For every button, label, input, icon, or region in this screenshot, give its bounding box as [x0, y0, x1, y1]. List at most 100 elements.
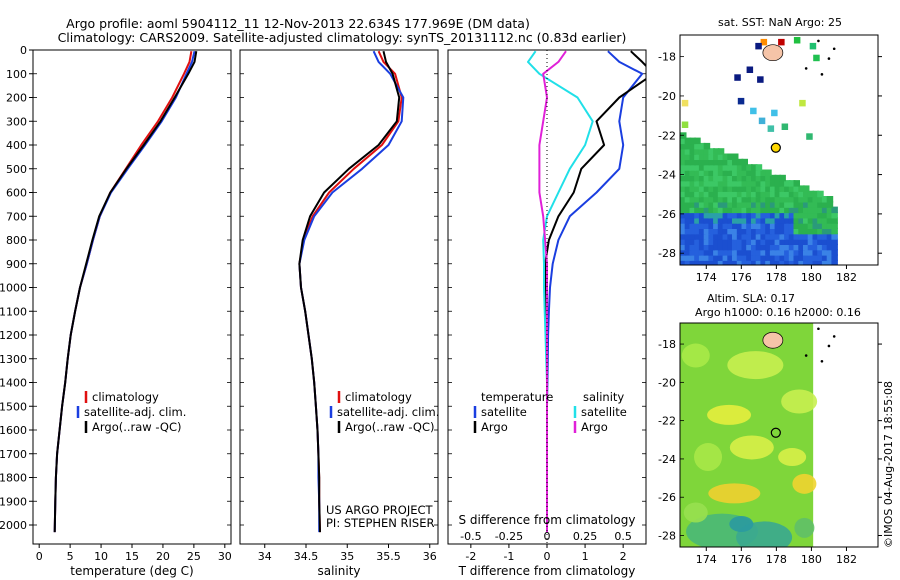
x-tick-label: -1 — [503, 550, 514, 563]
sst-cell — [713, 233, 720, 240]
sst-cell — [769, 201, 777, 208]
sst-cell — [826, 222, 834, 229]
islet-marker — [827, 344, 831, 348]
sst-cell — [821, 196, 829, 203]
sst-cell — [717, 148, 725, 155]
sst-cell — [788, 180, 796, 187]
sst-cell — [817, 233, 824, 240]
sst-cell — [713, 243, 720, 251]
sst-cell — [755, 185, 763, 192]
sst-cell — [694, 233, 701, 240]
sst-cell — [741, 185, 748, 192]
sst-cell — [698, 180, 706, 187]
y-tick-label: 600 — [6, 187, 27, 200]
sst-cell — [732, 206, 739, 214]
sst-cell — [812, 238, 819, 245]
sst-cell — [694, 137, 701, 145]
sst-cell — [746, 233, 753, 240]
sst-cell — [736, 243, 744, 251]
sst-cell — [751, 185, 758, 192]
sst-cell — [680, 243, 687, 251]
sst-cell — [760, 259, 767, 265]
islet-marker — [804, 354, 808, 357]
sst-cell — [826, 201, 834, 208]
sst-cell — [694, 238, 701, 245]
sst-cell — [680, 206, 687, 214]
sst-cell — [751, 249, 758, 256]
sst-cell — [760, 174, 767, 182]
sst-cell — [812, 222, 819, 229]
sst-cell — [689, 174, 696, 182]
sst-cell — [708, 206, 715, 214]
sst-cell — [722, 249, 730, 256]
sst-cell — [765, 243, 772, 251]
sst-cell — [788, 190, 796, 198]
sst-cell — [788, 259, 796, 265]
sst-cell — [717, 190, 725, 198]
sst-cell — [784, 227, 791, 235]
sst-cell — [821, 222, 829, 229]
sst-cell — [812, 190, 819, 198]
sst-cell — [680, 164, 687, 171]
sst-cell — [826, 249, 834, 256]
sst-cell — [680, 222, 687, 229]
sst-cell — [727, 249, 734, 256]
sst-cell — [774, 190, 782, 198]
sst-cell — [751, 233, 758, 240]
sst-cell — [703, 174, 711, 182]
sst-cell — [732, 169, 739, 176]
sst-cell — [755, 217, 763, 224]
sst-cell — [708, 254, 715, 261]
sst-cell — [722, 206, 730, 214]
sst-cell — [680, 233, 687, 240]
sst-cell — [736, 185, 744, 192]
sst-cell — [803, 233, 810, 240]
x-tick-label: 30 — [218, 550, 232, 563]
sst-cell — [727, 217, 734, 224]
sst-cell — [784, 238, 791, 245]
sst-cell — [751, 180, 758, 187]
sst-cell — [741, 259, 748, 265]
sst-cell — [760, 243, 767, 251]
sst-cell — [746, 243, 753, 251]
sst-cell — [774, 180, 782, 187]
sst-cell — [703, 169, 711, 176]
sst-cell — [727, 211, 734, 219]
sst-cell — [798, 227, 805, 235]
sst-cell — [694, 243, 701, 251]
sst-cell — [736, 180, 744, 187]
sst-cell — [755, 196, 763, 203]
sst-cell — [698, 190, 706, 198]
sst-cell — [741, 238, 748, 245]
sst-cell — [817, 201, 824, 208]
sst-cell — [717, 227, 725, 235]
sst-cell — [788, 227, 796, 235]
y-tick-label: 1600 — [0, 424, 27, 437]
viti-levu-island — [762, 44, 784, 62]
sst-cell — [684, 158, 692, 166]
sst-cell — [703, 153, 711, 160]
sst-cell — [807, 206, 815, 214]
sst-cell — [784, 190, 791, 198]
sst-cell — [732, 153, 739, 160]
sst-cell — [680, 227, 687, 235]
sst-cell — [817, 222, 824, 229]
sst-cell — [807, 243, 815, 251]
sst-cell — [817, 254, 824, 261]
sst-cell — [717, 153, 725, 160]
sst-cell — [689, 142, 696, 150]
sst-cell — [732, 222, 739, 229]
sst-cell — [684, 153, 692, 160]
sst-cell — [793, 249, 800, 256]
argo-position-marker — [770, 427, 781, 438]
sst-cell — [826, 238, 834, 245]
sst-cell — [732, 233, 739, 240]
sst-cell — [708, 201, 715, 208]
sst-cell — [684, 206, 692, 214]
sst-cell — [803, 254, 810, 261]
sst-cell — [684, 249, 692, 256]
argo-position-marker — [770, 142, 781, 153]
sst-cell — [760, 249, 767, 256]
sst-cell — [708, 180, 715, 187]
islet-marker — [832, 335, 836, 338]
